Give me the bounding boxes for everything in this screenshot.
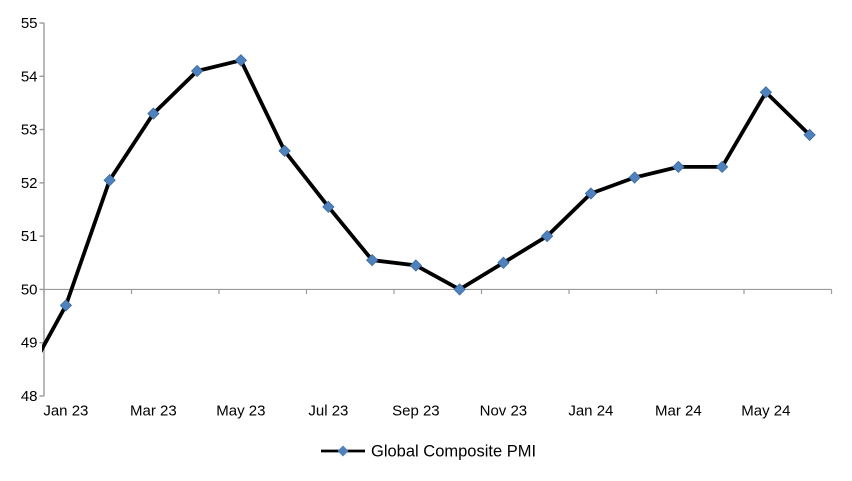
data-point-marker [803,128,816,142]
data-point-marker [278,144,291,158]
x-axis-label: Jan 23 [43,403,88,420]
pmi-series [42,54,816,353]
x-axis-label: May 23 [216,403,265,420]
data-point-marker [322,200,335,214]
y-axis-label: 53 [21,122,38,139]
data-point-marker [540,229,554,243]
data-point-marker [628,171,641,184]
data-point-marker [497,256,510,269]
data-point-marker [409,259,423,272]
data-point-marker [453,283,466,296]
y-axis-label: 52 [21,175,38,192]
y-axis-label: 51 [21,228,38,245]
data-point-marker [759,86,773,99]
data-point-marker [103,174,116,187]
y-axis-label: 48 [21,388,38,405]
data-point-marker [672,160,685,174]
x-axis-label: May 24 [741,403,790,420]
data-point-marker [715,160,729,174]
x-axis-label: Sep 23 [392,403,440,420]
pmi-series-line [42,58,811,353]
data-point-marker [584,187,598,200]
data-point-marker [190,64,204,78]
data-point-marker [234,54,248,67]
x-axis-label: Jan 24 [568,403,613,420]
legend: Global Composite PMI [321,443,536,461]
x-axis-label: Nov 23 [480,403,528,420]
data-point-marker [147,107,160,120]
x-axis-label: Mar 24 [655,403,702,420]
y-axis-label: 54 [21,68,38,85]
x-axis-label: Jul 23 [308,403,348,420]
y-axis-label: 49 [21,335,38,352]
y-axis-label: 55 [21,15,38,32]
y-axis-label: 50 [21,281,38,298]
data-point-marker [59,299,73,312]
legend-marker-icon [337,445,349,457]
legend-label: Global Composite PMI [371,443,536,461]
y-axis: 48 49 50 51 52 53 54 55 [21,15,45,405]
data-point-marker [365,253,379,267]
x-axis: Jan 23 Mar 23 May 23 Jul 23 Sep 23 Nov 23 Jan … [43,288,833,420]
x-axis-label: Mar 23 [130,403,177,420]
